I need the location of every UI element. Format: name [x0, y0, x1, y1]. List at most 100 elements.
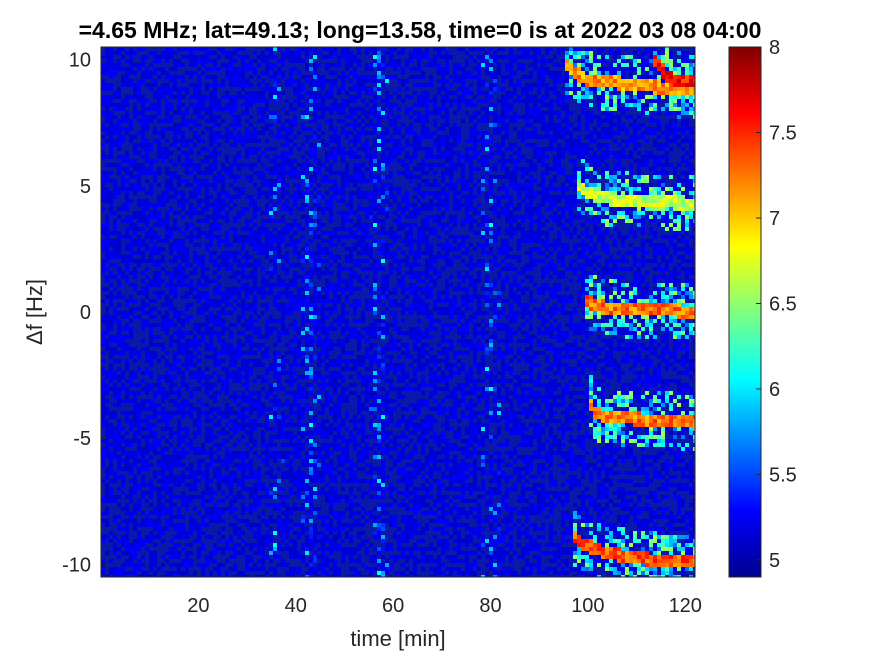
heatmap-cell	[353, 571, 357, 575]
heatmap-cell	[349, 511, 353, 515]
heatmap-cell	[301, 423, 305, 427]
heatmap-cell	[333, 79, 337, 83]
heatmap-cell	[121, 179, 125, 183]
heatmap-cell	[185, 283, 189, 287]
heatmap-cell	[273, 283, 277, 287]
heatmap-cell	[253, 543, 257, 547]
heatmap-cell	[173, 503, 177, 507]
heatmap-cell	[337, 283, 341, 287]
heatmap-cell	[149, 567, 153, 571]
heatmap-cell	[101, 87, 105, 91]
heatmap-cell	[261, 119, 265, 123]
heatmap-cell	[301, 235, 305, 239]
heatmap-cell	[229, 499, 233, 503]
heatmap-cell	[169, 95, 173, 99]
heatmap-cell	[169, 183, 173, 187]
heatmap-cell	[353, 143, 357, 147]
heatmap-cell	[249, 439, 253, 443]
heatmap-cell	[197, 387, 201, 391]
heatmap-cell	[245, 207, 249, 211]
heatmap-cell	[321, 411, 325, 415]
heatmap-cell	[357, 63, 361, 67]
heatmap-cell	[249, 487, 253, 491]
heatmap-cell	[341, 55, 345, 59]
heatmap-cell	[133, 143, 137, 147]
heatmap-cell	[217, 351, 221, 355]
heatmap-cell	[193, 271, 197, 275]
heatmap-cell	[277, 283, 281, 287]
heatmap-cell	[129, 455, 133, 459]
heatmap-cell	[281, 167, 285, 171]
heatmap-cell	[177, 483, 181, 487]
heatmap-cell	[349, 367, 353, 371]
heatmap-cell	[245, 323, 249, 327]
heatmap-cell	[313, 431, 317, 435]
heatmap-cell	[125, 267, 129, 271]
heatmap-cell	[301, 163, 305, 167]
heatmap-cell	[345, 311, 349, 315]
heatmap-cell	[109, 111, 113, 115]
heatmap-cell	[229, 427, 233, 431]
heatmap-cell	[209, 495, 213, 499]
heatmap-cell	[281, 435, 285, 439]
heatmap-cell	[297, 51, 301, 55]
heatmap-cell	[185, 119, 189, 123]
heatmap-cell	[241, 571, 245, 575]
heatmap-cell	[113, 195, 117, 199]
heatmap-cell	[181, 347, 185, 351]
heatmap-cell	[309, 471, 313, 475]
heatmap-cell	[169, 275, 173, 279]
heatmap-cell	[181, 203, 185, 207]
heatmap-cell	[325, 563, 329, 567]
heatmap-cell	[189, 195, 193, 199]
heatmap-cell	[109, 59, 113, 63]
heatmap-cell	[245, 327, 249, 331]
heatmap-cell	[325, 199, 329, 203]
heatmap-cell	[217, 299, 221, 303]
heatmap-cell	[253, 271, 257, 275]
heatmap-cell	[249, 491, 253, 495]
heatmap-cell	[233, 51, 237, 55]
heatmap-cell	[229, 351, 233, 355]
heatmap-cell	[117, 503, 121, 507]
heatmap-cell	[321, 115, 325, 119]
heatmap-cell	[137, 499, 141, 503]
heatmap-cell	[321, 347, 325, 351]
heatmap-cell	[221, 167, 225, 171]
heatmap-cell	[269, 167, 273, 171]
heatmap-cell	[325, 399, 329, 403]
heatmap-cell	[257, 411, 261, 415]
heatmap-cell	[129, 491, 133, 495]
heatmap-cell	[109, 115, 113, 119]
heatmap-cell	[297, 443, 301, 447]
heatmap-cell	[109, 199, 113, 203]
heatmap-cell	[101, 151, 105, 155]
heatmap-cell	[241, 435, 245, 439]
heatmap-cell	[325, 143, 329, 147]
heatmap-cell	[217, 143, 221, 147]
heatmap-cell	[141, 511, 145, 515]
heatmap-cell	[145, 99, 149, 103]
heatmap-cell	[217, 223, 221, 227]
heatmap-cell	[141, 403, 145, 407]
heatmap-cell	[289, 363, 293, 367]
heatmap-cell	[309, 567, 313, 571]
heatmap-cell	[265, 539, 269, 543]
heatmap-cell	[169, 387, 173, 391]
heatmap-cell	[217, 567, 221, 571]
heatmap-cell	[225, 51, 229, 55]
heatmap-cell	[345, 219, 349, 223]
heatmap-cell	[237, 543, 241, 547]
heatmap-cell	[249, 319, 253, 323]
heatmap-cell	[193, 103, 197, 107]
heatmap-cell	[205, 243, 209, 247]
heatmap-cell	[153, 395, 157, 399]
heatmap-cell	[173, 171, 177, 175]
heatmap-cell	[273, 507, 277, 511]
heatmap-cell	[305, 343, 309, 347]
heatmap-cell	[245, 291, 249, 295]
heatmap-cell	[193, 259, 197, 263]
heatmap-cell	[189, 211, 193, 215]
heatmap-cell	[353, 83, 357, 87]
heatmap-cell	[341, 395, 345, 399]
